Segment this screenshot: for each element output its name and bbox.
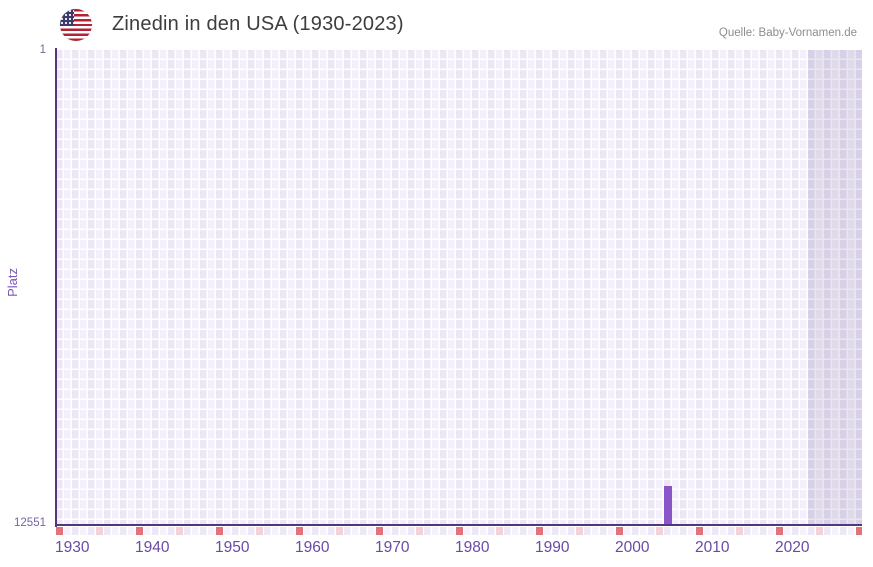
decade-tick (856, 527, 862, 535)
half-decade-tick (336, 527, 343, 535)
x-axis-line (55, 524, 862, 526)
half-decade-tick (656, 527, 663, 535)
decade-tick (536, 527, 543, 535)
half-decade-tick (496, 527, 503, 535)
half-decade-tick (736, 527, 743, 535)
x-axis-label: 2000 (615, 539, 650, 556)
rank-bar-2006[interactable] (664, 486, 672, 524)
decade-tick (456, 527, 463, 535)
decade-tick (216, 527, 223, 535)
half-decade-tick (256, 527, 263, 535)
decade-tick (376, 527, 383, 535)
us-flag-icon (60, 9, 92, 41)
decade-tick (296, 527, 303, 535)
half-decade-tick (816, 527, 823, 535)
x-axis-label: 1980 (455, 539, 490, 556)
decade-tick (136, 527, 143, 535)
x-axis-tick-strip (56, 527, 862, 535)
decade-tick (56, 527, 63, 535)
page-title: Zinedin in den USA (1930-2023) (112, 13, 404, 35)
x-axis-label: 1940 (135, 539, 170, 556)
y-axis-bottom-label: 12551 (14, 517, 46, 529)
future-years-shaded-band (808, 50, 862, 524)
y-axis-line (55, 48, 57, 527)
x-axis-label: 2010 (695, 539, 730, 556)
decade-tick (696, 527, 703, 535)
half-decade-tick (96, 527, 103, 535)
x-axis-label: 1970 (375, 539, 410, 556)
half-decade-tick (176, 527, 183, 535)
x-axis-label: 1950 (215, 539, 250, 556)
y-axis-title: Platz (5, 268, 20, 297)
decade-tick (616, 527, 623, 535)
y-axis-top-label: 1 (39, 44, 46, 56)
half-decade-tick (416, 527, 423, 535)
us-flag-canton (60, 9, 74, 26)
plot-area (57, 50, 862, 524)
x-axis-label: 1960 (295, 539, 330, 556)
source-attribution: Quelle: Baby-Vornamen.de (718, 27, 857, 39)
x-axis-label: 1990 (535, 539, 570, 556)
half-decade-tick (576, 527, 583, 535)
decade-tick (776, 527, 783, 535)
x-axis-label: 2020 (775, 539, 810, 556)
x-axis-label: 1930 (55, 539, 90, 556)
